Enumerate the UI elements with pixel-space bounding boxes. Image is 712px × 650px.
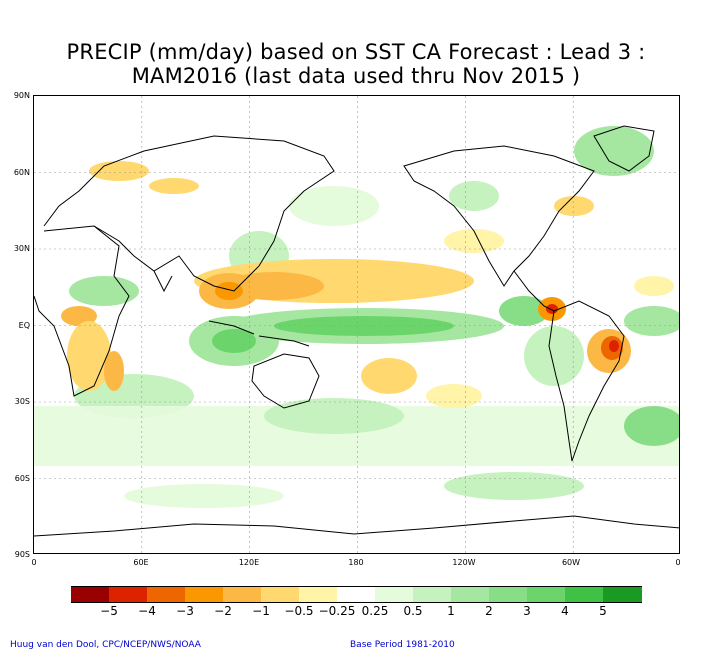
siberia-dry bbox=[149, 178, 199, 194]
colorbar-label: −3 bbox=[176, 604, 194, 618]
lat-label-eq: EQ bbox=[18, 321, 30, 330]
southeast-pacific-dry bbox=[426, 384, 482, 408]
antarctic-margin-wet bbox=[124, 484, 284, 508]
west-north-atlantic-dry bbox=[634, 276, 674, 296]
lat-label-60n: 60N bbox=[13, 168, 30, 177]
lat-label-90s: 90S bbox=[14, 550, 30, 559]
chart-title-line2: MAM2016 (last data used thru Nov 2015 ) bbox=[131, 64, 581, 88]
lon-label-0-right: 0 bbox=[675, 558, 681, 567]
northeast-brazil-dry-peak bbox=[609, 340, 619, 352]
south-china-sea-dry-core bbox=[215, 282, 243, 300]
colorbar-box bbox=[71, 586, 110, 603]
colorbar-box bbox=[147, 586, 186, 603]
colorbar-box bbox=[109, 586, 148, 603]
precip-anomaly-map bbox=[33, 95, 680, 554]
colorbar-label: −2 bbox=[214, 604, 232, 618]
south-pacific-wet bbox=[264, 398, 404, 434]
greenland-wet bbox=[574, 126, 654, 176]
lat-label-60s: 60S bbox=[14, 474, 30, 483]
colorbar-label: 0.25 bbox=[361, 604, 389, 618]
colorbar-box bbox=[261, 586, 300, 603]
colorbar-label: −1 bbox=[252, 604, 270, 618]
lon-label-120w: 120W bbox=[452, 558, 476, 567]
colorbar-label: −5 bbox=[100, 604, 118, 618]
colorbar-label: 0.5 bbox=[403, 604, 423, 618]
lat-label-90n: 90N bbox=[13, 91, 30, 100]
colorbar-box bbox=[451, 586, 490, 603]
colorbar-box bbox=[413, 586, 452, 603]
colorbar-label: −0.5 bbox=[284, 604, 314, 618]
colorbar-label: 2 bbox=[485, 604, 493, 618]
colorbar-box bbox=[299, 586, 338, 603]
map-canvas bbox=[34, 96, 679, 553]
tropical-pacific-wet-core bbox=[274, 316, 454, 336]
east-north-pacific-dry bbox=[444, 229, 504, 253]
south-pacific-dry bbox=[361, 358, 417, 394]
colorbar-label: 3 bbox=[523, 604, 531, 618]
amundsen-sea-wet bbox=[444, 472, 584, 500]
east-africa-dry bbox=[67, 321, 111, 391]
anomaly-fields bbox=[34, 126, 679, 508]
lat-label-30n: 30N bbox=[13, 244, 30, 253]
colorbar-box bbox=[565, 586, 604, 603]
colorbar-label: −0.25 bbox=[318, 604, 356, 618]
colorbar-box bbox=[337, 586, 376, 603]
lon-label-0: 0 bbox=[31, 558, 37, 567]
colorbar-box bbox=[185, 586, 224, 603]
colorbar-box bbox=[223, 586, 262, 603]
south-america-wet bbox=[524, 326, 584, 386]
russia-dry bbox=[89, 161, 149, 181]
lon-label-60w: 60W bbox=[561, 558, 581, 567]
lon-label-180: 180 bbox=[348, 558, 364, 567]
colorbar-box bbox=[603, 586, 642, 603]
north-america-dry bbox=[554, 196, 594, 216]
lon-label-60e: 60E bbox=[133, 558, 149, 567]
colorbar-label: 5 bbox=[599, 604, 607, 618]
maritime-continent-wet-core bbox=[212, 329, 256, 353]
colorbar-label: −4 bbox=[138, 604, 156, 618]
central-america-dry-peak bbox=[546, 304, 558, 314]
colorbar-box bbox=[375, 586, 414, 603]
alaska-wet bbox=[449, 181, 499, 211]
madagascar-dry bbox=[104, 351, 124, 391]
graticule bbox=[34, 96, 679, 553]
colorbar-box bbox=[527, 586, 566, 603]
colorbar-box bbox=[489, 586, 528, 603]
colorbar-label: 1 bbox=[447, 604, 455, 618]
west-africa-wet bbox=[69, 276, 139, 306]
north-pacific-wet bbox=[289, 186, 379, 226]
base-period-text: Base Period 1981-2010 bbox=[350, 640, 455, 650]
colorbar-label: 4 bbox=[561, 604, 569, 618]
chart-title-line1: PRECIP (mm/day) based on SST CA Forecast… bbox=[66, 40, 646, 64]
credit-text: Huug van den Dool, CPC/NCEP/NWS/NOAA bbox=[10, 640, 201, 650]
lat-label-30s: 30S bbox=[14, 397, 30, 406]
west-africa-dry bbox=[61, 306, 97, 326]
lon-label-120e: 120E bbox=[238, 558, 260, 567]
coastlines bbox=[34, 125, 679, 537]
south-atlantic-wet bbox=[624, 406, 679, 446]
east-pacific-wet bbox=[499, 296, 549, 326]
atlantic-itcz-wet bbox=[624, 306, 679, 336]
